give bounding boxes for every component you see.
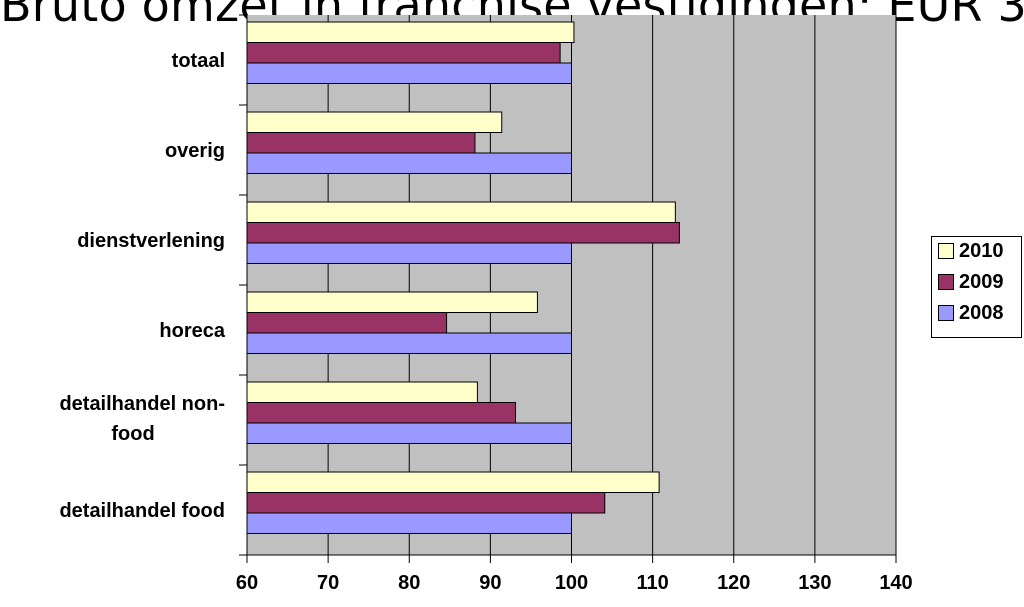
x-tick-label: 110 [636,572,668,594]
legend-swatch [938,243,954,259]
x-tick-label: 100 [555,572,588,594]
bar [246,152,572,174]
bar [246,381,478,403]
bar [246,222,680,244]
gridlines [327,15,897,555]
y-tick-label: totaal [172,50,225,72]
x-tick-label: 120 [717,572,750,594]
x-tick-label: 90 [479,572,501,594]
y-tick-label-line: detailhandel non- [59,393,225,415]
y-tick-label: overig [165,140,225,162]
y-tick-label-line: food [111,423,154,445]
y-tick-label: detailhandel food [59,500,225,522]
x-tick-label: 70 [317,572,339,594]
bar [246,291,538,313]
bar [246,312,448,334]
y-tick-labels: totaal overig dienstverlening horeca detailh… [59,50,225,522]
bar [246,62,572,84]
x-tick-label: 60 [236,572,258,594]
legend-swatch [938,274,954,290]
bar [246,201,676,223]
bar [246,132,476,154]
bar [246,242,572,264]
legend: 2010 2009 2008 [931,236,1022,338]
bar [246,21,575,43]
x-tick-label: 130 [798,572,831,594]
legend-label: 2008 [959,301,1004,324]
x-tick-label: 80 [398,572,420,594]
legend-label: 2010 [959,239,1004,262]
bar [246,422,572,444]
bar [246,42,561,64]
legend-item: 2010 [938,240,1004,262]
legend-swatch [938,305,954,321]
y-tick-label: horeca [159,320,225,342]
legend-item: 2008 [938,302,1004,324]
x-tick-labels: 60 70 80 90 100 110 120 130 140 [236,572,913,594]
bar [246,332,572,354]
axes [239,14,897,563]
y-tick-label: dienstverlening [77,230,225,252]
x-tick-label: 140 [879,572,912,594]
bar [246,492,606,514]
y-tick-label: detailhandel non-food [59,393,225,445]
bar [246,512,572,534]
bar [246,111,503,133]
legend-item: 2009 [938,271,1004,293]
bar [246,402,517,424]
legend-label: 2009 [959,270,1004,293]
bar [246,471,660,493]
bars [246,21,680,534]
